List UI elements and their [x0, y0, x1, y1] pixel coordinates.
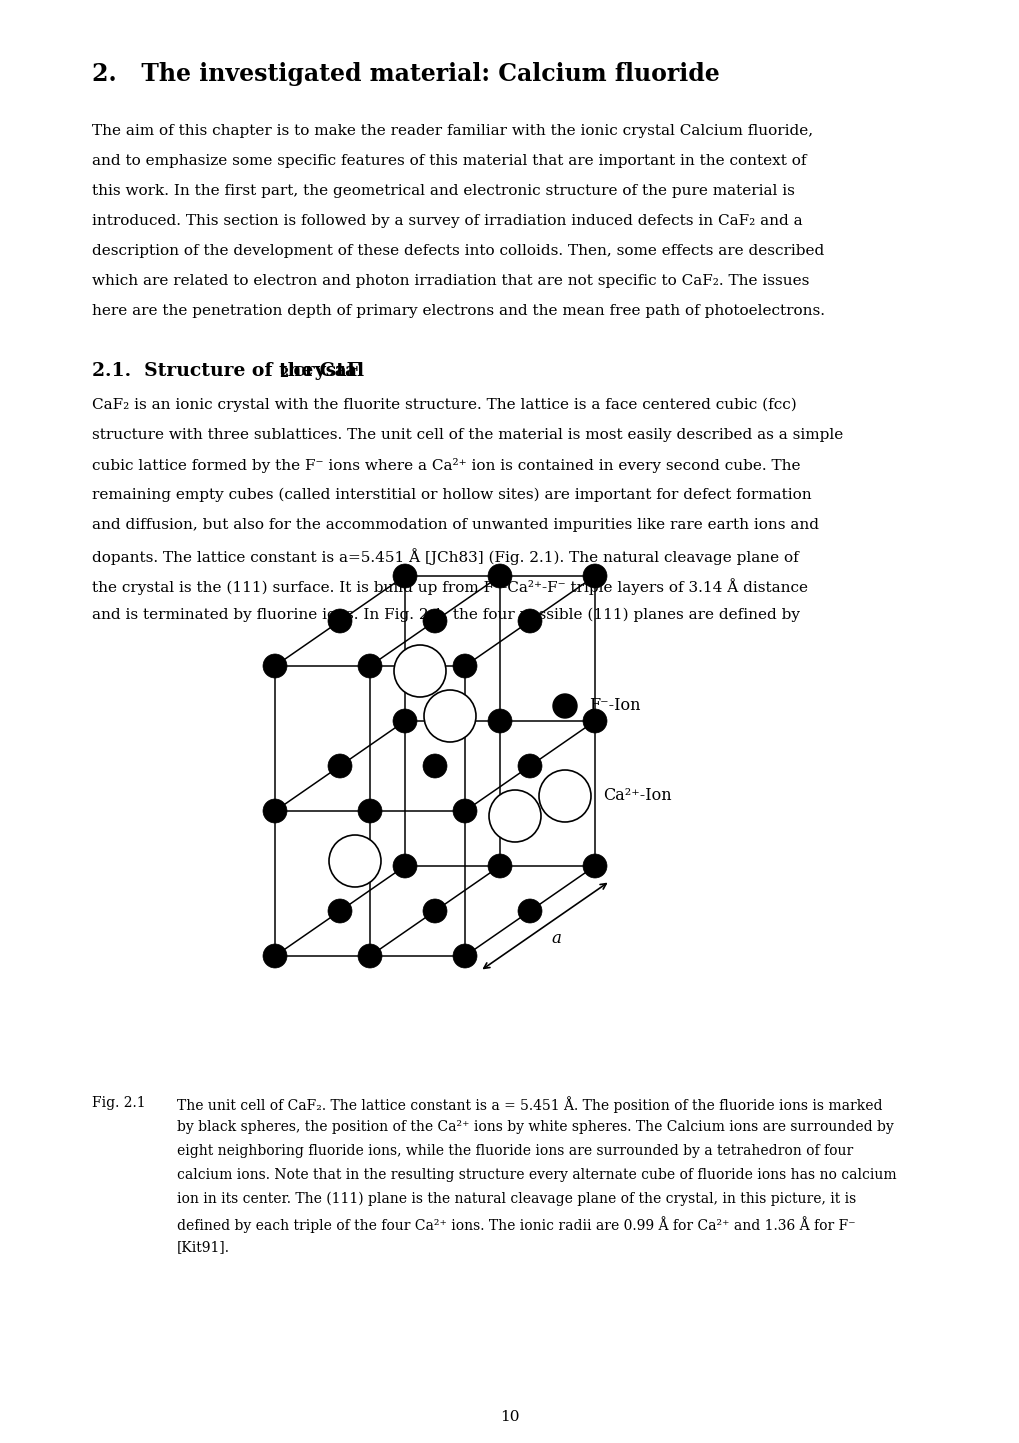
Ellipse shape: [518, 755, 541, 778]
Ellipse shape: [518, 899, 541, 924]
Text: defined by each triple of the four Ca²⁺ ions. The ionic radii are 0.99 Å for Ca²: defined by each triple of the four Ca²⁺ …: [177, 1216, 855, 1232]
Ellipse shape: [358, 799, 382, 823]
Text: by black spheres, the position of the Ca²⁺ ions by white spheres. The Calcium io: by black spheres, the position of the Ca…: [177, 1120, 893, 1134]
Text: description of the development of these defects into colloids. Then, some effect: description of the development of these …: [92, 244, 823, 258]
Ellipse shape: [263, 799, 286, 823]
Ellipse shape: [583, 564, 606, 587]
Text: 2: 2: [279, 367, 288, 380]
Text: 2.   The investigated material: Calcium fluoride: 2. The investigated material: Calcium fl…: [92, 62, 719, 87]
Ellipse shape: [583, 854, 606, 877]
Text: The unit cell of CaF₂. The lattice constant is a = 5.451 Å. The position of the : The unit cell of CaF₂. The lattice const…: [177, 1097, 881, 1113]
Text: and is terminated by fluorine ions. In Fig. 2.1, the four possible (111) planes : and is terminated by fluorine ions. In F…: [92, 608, 799, 622]
Text: the crystal is the (111) surface. It is build up from F⁻-Ca²⁺-F⁻ triple layers o: the crystal is the (111) surface. It is …: [92, 579, 807, 595]
Ellipse shape: [392, 854, 417, 877]
Ellipse shape: [328, 609, 352, 633]
Text: calcium ions. Note that in the resulting structure every alternate cube of fluor: calcium ions. Note that in the resulting…: [177, 1167, 896, 1182]
Ellipse shape: [452, 799, 477, 823]
Ellipse shape: [358, 654, 382, 678]
Ellipse shape: [328, 755, 352, 778]
Text: this work. In the first part, the geometrical and electronic structure of the pu: this work. In the first part, the geomet…: [92, 185, 794, 198]
Text: 2.1.  Structure of the CaF: 2.1. Structure of the CaF: [92, 362, 360, 380]
Text: crystal: crystal: [286, 362, 364, 380]
Text: structure with three sublattices. The unit cell of the material is most easily d: structure with three sublattices. The un…: [92, 429, 843, 442]
Text: dopants. The lattice constant is a=5.451 Å [JCh83] (Fig. 2.1). The natural cleav: dopants. The lattice constant is a=5.451…: [92, 548, 798, 564]
Text: and to emphasize some specific features of this material that are important in t: and to emphasize some specific features …: [92, 154, 806, 167]
Ellipse shape: [552, 694, 577, 719]
Ellipse shape: [393, 645, 445, 697]
Text: a: a: [550, 929, 560, 947]
Text: Ca²⁺-Ion: Ca²⁺-Ion: [602, 788, 671, 805]
Text: Fig. 2.1: Fig. 2.1: [92, 1097, 146, 1110]
Text: cubic lattice formed by the F⁻ ions where a Ca²⁺ ion is contained in every secon: cubic lattice formed by the F⁻ ions wher…: [92, 457, 800, 473]
Text: 10: 10: [499, 1410, 520, 1424]
Ellipse shape: [452, 944, 477, 968]
Ellipse shape: [392, 564, 417, 587]
Ellipse shape: [583, 709, 606, 733]
Ellipse shape: [488, 789, 540, 843]
Ellipse shape: [392, 709, 417, 733]
Text: [Kit91].: [Kit91].: [177, 1240, 229, 1254]
Ellipse shape: [424, 690, 476, 742]
Ellipse shape: [423, 609, 446, 633]
Ellipse shape: [538, 771, 590, 823]
Text: F⁻-Ion: F⁻-Ion: [588, 697, 640, 714]
Text: CaF₂ is an ionic crystal with the fluorite structure. The lattice is a face cent: CaF₂ is an ionic crystal with the fluori…: [92, 398, 796, 413]
Text: introduced. This section is followed by a survey of irradiation induced defects : introduced. This section is followed by …: [92, 214, 802, 228]
Text: which are related to electron and photon irradiation that are not specific to Ca: which are related to electron and photon…: [92, 274, 809, 289]
Ellipse shape: [518, 609, 541, 633]
Text: eight neighboring fluoride ions, while the fluoride ions are surrounded by a tet: eight neighboring fluoride ions, while t…: [177, 1144, 853, 1157]
Ellipse shape: [328, 899, 352, 924]
Ellipse shape: [263, 654, 286, 678]
Ellipse shape: [423, 755, 446, 778]
Text: and diffusion, but also for the accommodation of unwanted impurities like rare e: and diffusion, but also for the accommod…: [92, 518, 818, 532]
Text: remaining empty cubes (called interstitial or hollow sites) are important for de: remaining empty cubes (called interstiti…: [92, 488, 811, 502]
Ellipse shape: [329, 835, 381, 887]
Text: The aim of this chapter is to make the reader familiar with the ionic crystal Ca: The aim of this chapter is to make the r…: [92, 124, 812, 139]
Ellipse shape: [263, 944, 286, 968]
Ellipse shape: [487, 854, 512, 877]
Ellipse shape: [452, 654, 477, 678]
Text: here are the penetration depth of primary electrons and the mean free path of ph: here are the penetration depth of primar…: [92, 304, 824, 317]
Ellipse shape: [358, 944, 382, 968]
Ellipse shape: [423, 899, 446, 924]
Ellipse shape: [487, 564, 512, 587]
Text: ion in its center. The (111) plane is the natural cleavage plane of the crystal,: ion in its center. The (111) plane is th…: [177, 1192, 855, 1206]
Ellipse shape: [487, 709, 512, 733]
